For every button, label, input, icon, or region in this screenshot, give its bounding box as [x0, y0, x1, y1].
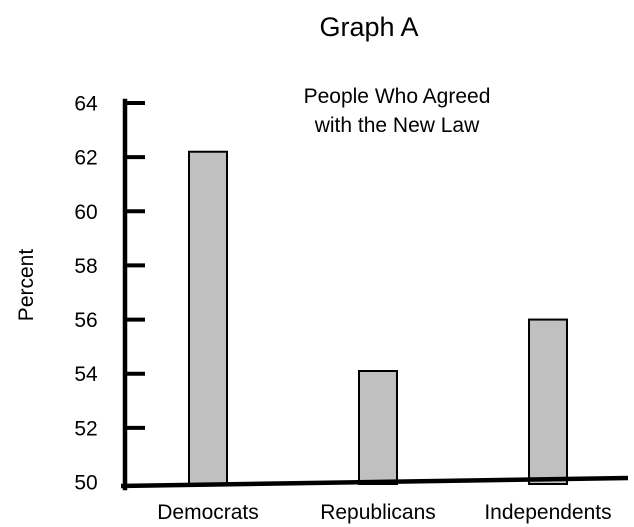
y-tick-label-56: 56 [74, 309, 97, 332]
plot-area: 50 52 54 56 58 60 62 64 Democrats Republicans Inde… [74, 93, 629, 524]
y-tick-label-64: 64 [74, 93, 98, 116]
y-tick-label-62: 62 [74, 147, 97, 170]
bar-independents [528, 318, 568, 486]
bar-republicans [358, 370, 398, 485]
bar-democrats [188, 150, 228, 485]
x-tick-label-republicans: Republicans [320, 501, 436, 524]
x-tick-label-independents: Independents [484, 501, 611, 524]
x-tick-label-democrats: Democrats [157, 501, 259, 524]
x-axis-line [120, 475, 629, 489]
chart-title-line-1: People Who Agreed [304, 85, 491, 108]
y-tick-label-58: 58 [74, 255, 97, 278]
y-axis-label: Percent [15, 249, 38, 322]
chart-title-line-2: with the New Law [314, 114, 480, 137]
y-tick-label-54: 54 [74, 363, 98, 386]
y-tick-label-50: 50 [74, 472, 97, 495]
y-tick-label-60: 60 [74, 201, 97, 224]
graph-heading: Graph A [319, 12, 418, 42]
y-tick-label-52: 52 [74, 417, 97, 440]
